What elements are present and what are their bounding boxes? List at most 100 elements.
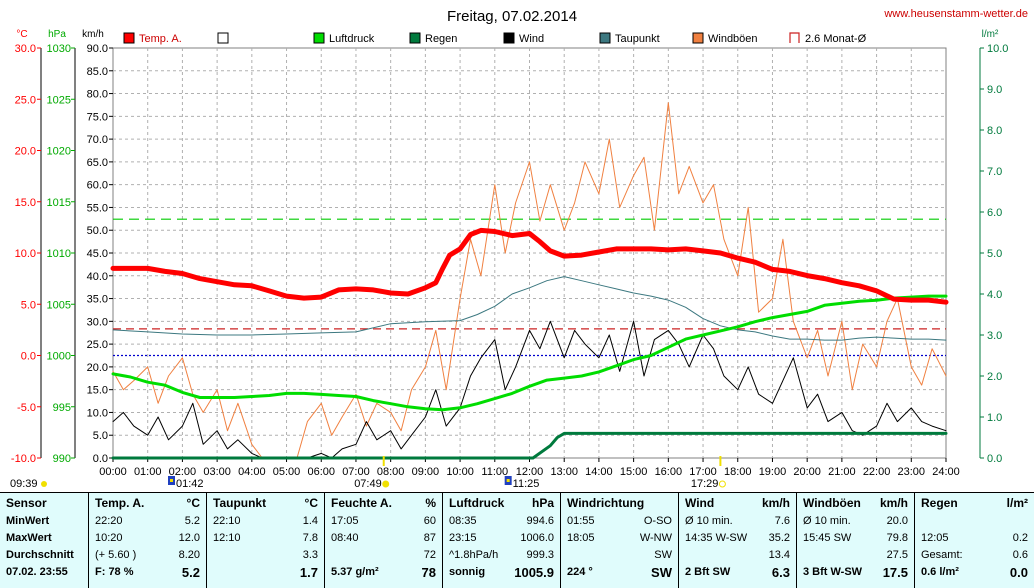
pressure-tick-label: 1015 bbox=[47, 197, 71, 209]
wind-tick-label: 40.0 bbox=[87, 271, 108, 283]
x-tick-label: 02:00 bbox=[169, 466, 197, 478]
stats-cell-value: 1.7 bbox=[299, 565, 318, 580]
stats-header: Feuchte A.% bbox=[325, 495, 442, 512]
stats-row: 27.5 bbox=[797, 547, 914, 564]
stats-row bbox=[915, 513, 1034, 530]
stats-header-label: Sensor bbox=[6, 496, 47, 510]
stats-header: Taupunkt °C bbox=[207, 495, 324, 512]
stats-cell-value: SW bbox=[651, 565, 672, 580]
legend-item: Taupunkt bbox=[599, 32, 660, 45]
rain-tick-label: 3.0 bbox=[987, 330, 1002, 342]
wind-tick-label: 70.0 bbox=[87, 134, 108, 146]
stats-column: Regen l/m² 12:05 0.2 Gesamt: 0.6 0.6 l/m² 0.0 bbox=[914, 493, 1034, 588]
temp-tick-label: 0.0 bbox=[21, 351, 36, 363]
series-lines bbox=[110, 102, 949, 460]
weather-chart: Freitag, 07.02.2014 www.heusenstamm-wett… bbox=[0, 0, 1034, 492]
stats-cell-value: 1006.0 bbox=[520, 532, 554, 544]
legend-swatch bbox=[503, 32, 515, 44]
stats-row: 13.4 bbox=[679, 547, 796, 564]
x-tick-label: 12:00 bbox=[516, 466, 544, 478]
stats-cell-label: 2 Bft SW bbox=[685, 566, 731, 578]
stats-cell-label: 224 ° bbox=[567, 566, 593, 578]
annotations: 09:39 01:42 07:49 11:25 17:29 bbox=[10, 456, 726, 490]
stats-row: 01:55 O-SO bbox=[561, 513, 678, 530]
stats-cell-label: 5.37 g/m² bbox=[331, 566, 379, 578]
stats-row: sonnig 1005.9 bbox=[443, 564, 560, 581]
stats-row: (+ 5.60 ) 8.20 bbox=[89, 547, 206, 564]
pressure-tick-label: 1000 bbox=[47, 351, 71, 363]
temp-tick-label: 15.0 bbox=[15, 197, 36, 209]
stats-row: 17:05 60 bbox=[325, 513, 442, 530]
stats-cell-label: MaxWert bbox=[6, 532, 52, 544]
rain-tick-label: 8.0 bbox=[987, 125, 1002, 137]
marker-icon-inner bbox=[170, 479, 174, 482]
legend-label: Luftdruck bbox=[329, 33, 375, 45]
stats-cell-label: (+ 5.60 ) bbox=[95, 549, 137, 561]
stats-cell-label: 18:05 bbox=[567, 532, 595, 544]
wind-tick-label: 90.0 bbox=[87, 43, 108, 55]
wind-tick-label: 5.0 bbox=[93, 430, 108, 442]
sun-icon bbox=[382, 480, 390, 488]
stats-row: 0.6 l/m² 0.0 bbox=[915, 564, 1034, 581]
x-tick-label: 07:00 bbox=[342, 466, 370, 478]
axis-unit-rain: l/m² bbox=[982, 29, 999, 40]
stats-row: 15:45 SW 79.8 bbox=[797, 530, 914, 547]
temp-tick-label: 20.0 bbox=[15, 146, 36, 158]
stats-row: 12:05 0.2 bbox=[915, 530, 1034, 547]
pressure-tick-label: 1010 bbox=[47, 248, 71, 260]
stats-column: Luftdruck hPa 08:35 994.6 23:15 1006.0 ^1.8hPa… bbox=[442, 493, 560, 588]
temp-tick-label: 25.0 bbox=[15, 94, 36, 106]
website-label: www.heusenstamm-wetter.de bbox=[883, 8, 1028, 20]
stats-cell-label: 22:10 bbox=[213, 515, 241, 527]
stats-cell-value: 17.5 bbox=[882, 565, 908, 580]
stats-row: 3.3 bbox=[207, 547, 324, 564]
reference-lines bbox=[113, 218, 946, 357]
stats-table: Sensor MinWert MaxWert Durchschnitt 07.02. 2… bbox=[0, 492, 1034, 588]
stats-cell-label: Gesamt: bbox=[921, 549, 963, 561]
x-tick-label: 23:00 bbox=[898, 466, 926, 478]
stats-row: 224 ° SW bbox=[561, 564, 678, 581]
x-tick-label: 20:00 bbox=[793, 466, 821, 478]
stats-cell-label: 17:05 bbox=[331, 515, 359, 527]
legend-swatch bbox=[409, 32, 421, 44]
x-tick-label: 11:00 bbox=[481, 466, 508, 478]
stats-cell-value: 8.20 bbox=[178, 549, 200, 561]
x-tick-label: 18:00 bbox=[724, 466, 752, 478]
chart-background bbox=[0, 0, 1034, 492]
wind-tick-label: 85.0 bbox=[87, 66, 108, 78]
rain-tick-label: 7.0 bbox=[987, 166, 1002, 178]
sun-icon bbox=[718, 480, 726, 488]
annotation-moon: 09:39 bbox=[10, 478, 47, 490]
legend-label: Windböen bbox=[708, 33, 758, 45]
stats-cell-value: 0.6 bbox=[1012, 549, 1028, 561]
legend-swatch bbox=[789, 32, 800, 43]
wind-tick-label: 65.0 bbox=[87, 157, 108, 169]
legend-label: Regen bbox=[425, 33, 457, 45]
stats-header-label: Regen bbox=[921, 496, 958, 510]
stats-column: Windböen km/h Ø 10 min. 20.0 15:45 SW 79.8 27.… bbox=[796, 493, 914, 588]
legend-item: Regen bbox=[409, 32, 457, 45]
stats-cell-label: sonnig bbox=[449, 566, 486, 578]
x-tick-label: 05:00 bbox=[273, 466, 301, 478]
stats-header-label: Windrichtung bbox=[567, 496, 645, 510]
stats-cell-value: 5.2 bbox=[184, 515, 200, 527]
temp-tick-label: -10.0 bbox=[11, 453, 36, 465]
series-line-luftdruck bbox=[111, 294, 948, 412]
legend-item: Luftdruck bbox=[313, 32, 375, 45]
legend-item: Temp. A. bbox=[123, 32, 182, 45]
temp-tick-label: 30.0 bbox=[15, 43, 36, 55]
stats-row: 22:10 1.4 bbox=[207, 513, 324, 530]
stats-column: Windrichtung 01:55 O-SO 18:05 W-NW SW 224 ° SW bbox=[560, 493, 678, 588]
stats-row: 1.7 bbox=[207, 564, 324, 581]
stats-row: F: 78 % 5.2 bbox=[89, 564, 206, 581]
axis-units: °C hPa km/h l/m² bbox=[16, 29, 999, 40]
stats-cell-value: 78 bbox=[421, 565, 436, 580]
x-tick-label: 22:00 bbox=[863, 466, 891, 478]
wind-tick-label: 30.0 bbox=[87, 316, 108, 328]
stats-cell-label: 10:20 bbox=[95, 532, 123, 544]
temp-tick-label: 10.0 bbox=[15, 248, 36, 260]
rain-tick-label: 1.0 bbox=[987, 412, 1002, 424]
legend-swatch bbox=[313, 32, 325, 44]
stats-cell-value: 12.0 bbox=[178, 532, 200, 544]
x-tick-label: 13:00 bbox=[550, 466, 578, 478]
